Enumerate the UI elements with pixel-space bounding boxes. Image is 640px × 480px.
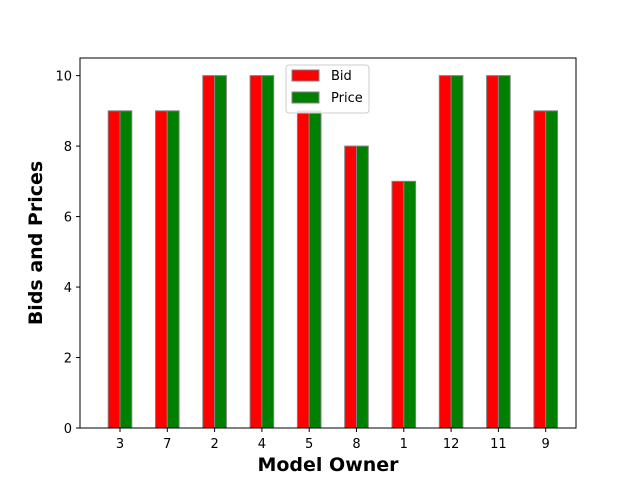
bar-price-11 xyxy=(497,75,511,429)
legend: Bid Price xyxy=(285,64,370,114)
bar-bid-1 xyxy=(391,180,405,429)
x-tick-label: 2 xyxy=(210,437,218,452)
x-ticks: 3 7 2 4 5 8 1 12 11 9 xyxy=(116,428,550,452)
bar-bid-7 xyxy=(155,110,168,429)
x-axis-title: Model Owner xyxy=(257,454,399,476)
x-tick-label: 7 xyxy=(163,437,171,452)
legend-swatch-bid xyxy=(291,69,320,82)
y-tick-label: 6 xyxy=(64,211,72,226)
y-tick-label: 2 xyxy=(64,352,72,367)
bar-price-1 xyxy=(403,180,417,429)
bar-bid-11 xyxy=(486,75,499,429)
bar-price-9 xyxy=(545,110,559,429)
x-tick-label: 9 xyxy=(542,437,550,452)
bar-price-5 xyxy=(308,110,322,429)
x-tick-label: 8 xyxy=(352,437,360,452)
x-tick-label: 4 xyxy=(258,437,266,452)
bar-bid-2 xyxy=(202,75,216,429)
legend-swatch-price xyxy=(291,91,320,104)
y-tick-label: 8 xyxy=(64,140,72,155)
bar-bid-5 xyxy=(296,110,310,429)
y-tick-label: 4 xyxy=(64,281,72,296)
bar-price-7 xyxy=(166,110,180,429)
x-tick-label: 11 xyxy=(490,437,507,452)
x-tick-label: 12 xyxy=(443,437,460,452)
bar-price-4 xyxy=(261,75,275,429)
y-axis-title: Bids and Prices xyxy=(25,161,47,325)
bar-bid-3 xyxy=(107,110,121,429)
bar-bid-8 xyxy=(344,145,358,429)
bar-price-12 xyxy=(450,75,464,429)
y-ticks: 0 2 4 6 8 10 xyxy=(55,70,80,437)
bar-price-3 xyxy=(119,110,133,429)
bar-price-2 xyxy=(214,75,227,429)
bar-bid-12 xyxy=(438,75,452,429)
x-tick-label: 1 xyxy=(400,437,408,452)
bar-bid-9 xyxy=(533,110,547,429)
bar-bid-4 xyxy=(249,75,263,429)
y-tick-label: 10 xyxy=(55,70,72,85)
bars-group xyxy=(107,75,559,429)
x-tick-label: 3 xyxy=(116,437,124,452)
legend-label-bid: Bid xyxy=(331,69,352,84)
x-tick-label: 5 xyxy=(305,437,313,452)
plot-frame xyxy=(79,57,577,429)
y-tick-label: 0 xyxy=(64,422,72,437)
bar-price-8 xyxy=(356,145,369,429)
legend-label-price: Price xyxy=(331,91,363,106)
